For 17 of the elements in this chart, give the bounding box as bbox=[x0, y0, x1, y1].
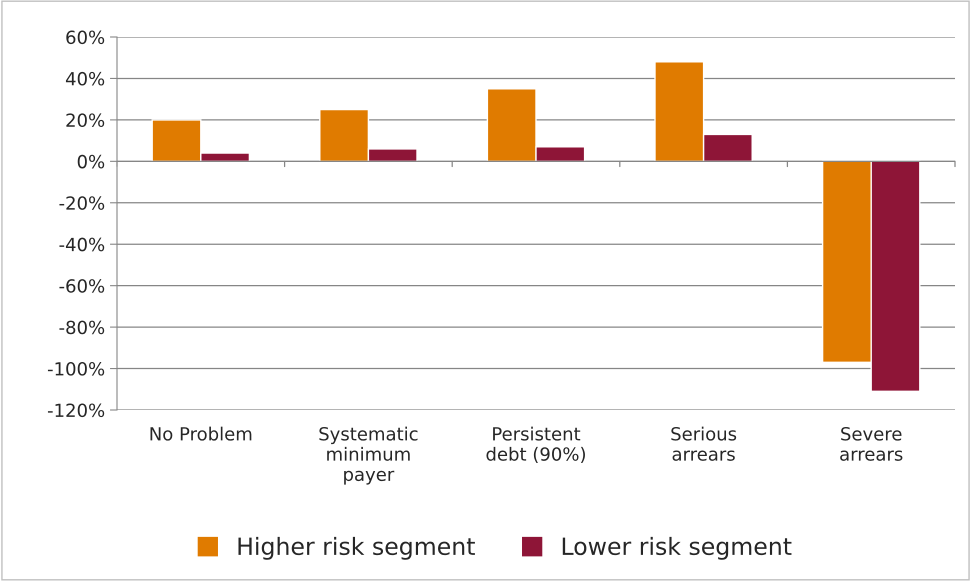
y-tick-label: -100% bbox=[48, 362, 104, 376]
legend-label: Lower risk segment bbox=[562, 536, 792, 560]
x-tick-label: No Problem bbox=[150, 426, 252, 441]
y-tick-label: 40% bbox=[66, 72, 104, 86]
legend-label: Higher risk segment bbox=[238, 536, 475, 560]
x-tick-label: Persistent debt (90%) bbox=[486, 426, 585, 463]
y-tick-label: 60% bbox=[66, 30, 104, 44]
x-tick-label: Severe arrears bbox=[840, 426, 902, 461]
x-tick-label: Serious arrears bbox=[671, 426, 736, 461]
y-tick-label: -80% bbox=[59, 320, 104, 334]
y-tick-label: 0% bbox=[78, 154, 104, 168]
x-tick-label: Systematic minimum payer bbox=[319, 426, 418, 485]
y-tick-label: -120% bbox=[48, 403, 104, 418]
y-tick-label: 20% bbox=[66, 113, 104, 128]
y-tick-label: -60% bbox=[59, 279, 104, 293]
y-tick-label: -40% bbox=[59, 238, 104, 252]
y-tick-label: -20% bbox=[59, 196, 104, 210]
